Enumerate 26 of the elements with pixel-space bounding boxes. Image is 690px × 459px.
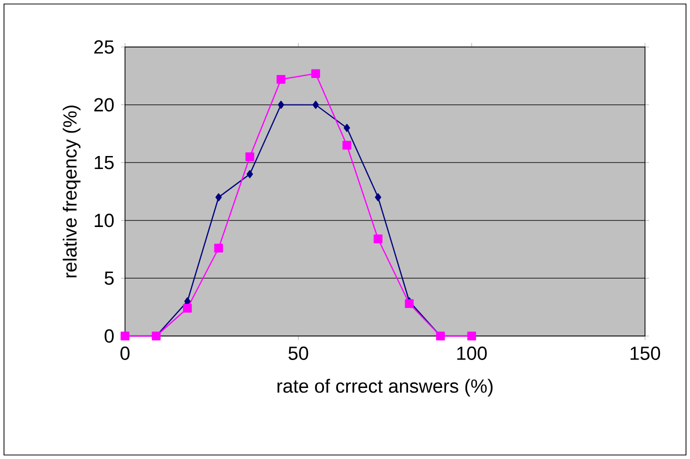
x-tick-label: 50 xyxy=(288,346,308,360)
point xyxy=(312,100,319,109)
x-tick-label: 100 xyxy=(457,346,487,360)
y-tick-label: 25 xyxy=(94,40,114,54)
point xyxy=(214,244,224,253)
point xyxy=(246,170,253,178)
point xyxy=(215,193,222,202)
point xyxy=(183,304,192,313)
point xyxy=(311,69,320,78)
point xyxy=(278,100,284,109)
x-tick-label: 0 xyxy=(120,346,130,360)
point xyxy=(404,299,414,308)
point xyxy=(245,152,254,162)
point xyxy=(344,124,350,132)
point xyxy=(342,140,352,150)
x-tick-label: 150 xyxy=(630,346,660,360)
y-tick-label: 0 xyxy=(104,329,114,343)
y-axis-title: relative freqency (%) xyxy=(62,106,80,278)
y-tick-label: 15 xyxy=(94,156,114,170)
point xyxy=(374,193,382,202)
y-tick-label: 10 xyxy=(94,214,114,228)
y-tick-label: 20 xyxy=(94,98,114,112)
x-axis-title: rate of crrect answers (%) xyxy=(278,378,493,397)
y-tick-label: 5 xyxy=(104,272,114,285)
point xyxy=(276,74,286,84)
point xyxy=(374,234,382,244)
